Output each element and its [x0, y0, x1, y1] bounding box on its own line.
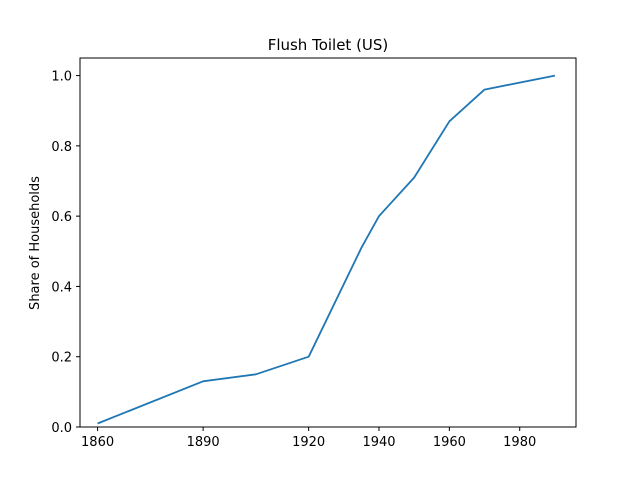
y-tick-label: 0.6	[51, 210, 72, 225]
y-tick-label: 1.0	[51, 70, 72, 85]
y-tick-label: 0.0	[51, 421, 72, 436]
y-axis-ticks: 0.0 0.2 0.4 0.6 0.8 1.0	[51, 70, 80, 436]
series-line	[97, 74, 556, 425]
x-tick-label: 1940	[362, 435, 395, 450]
x-tick-label: 1980	[503, 435, 536, 450]
y-tick-label: 0.4	[51, 280, 72, 295]
x-tick-label: 1890	[187, 435, 220, 450]
chart-title: Flush Toilet (US)	[268, 36, 389, 54]
x-tick-label: 1920	[292, 435, 325, 450]
x-axis-ticks: 1860 1890 1920 1940 1960 1980	[81, 427, 536, 450]
x-tick-label: 1860	[81, 435, 114, 450]
y-tick-label: 0.2	[51, 351, 72, 366]
x-tick-label: 1960	[433, 435, 466, 450]
plot-frame	[79, 57, 577, 428]
y-axis-label: Share of Households	[28, 176, 43, 310]
y-tick-label: 0.8	[51, 140, 72, 155]
